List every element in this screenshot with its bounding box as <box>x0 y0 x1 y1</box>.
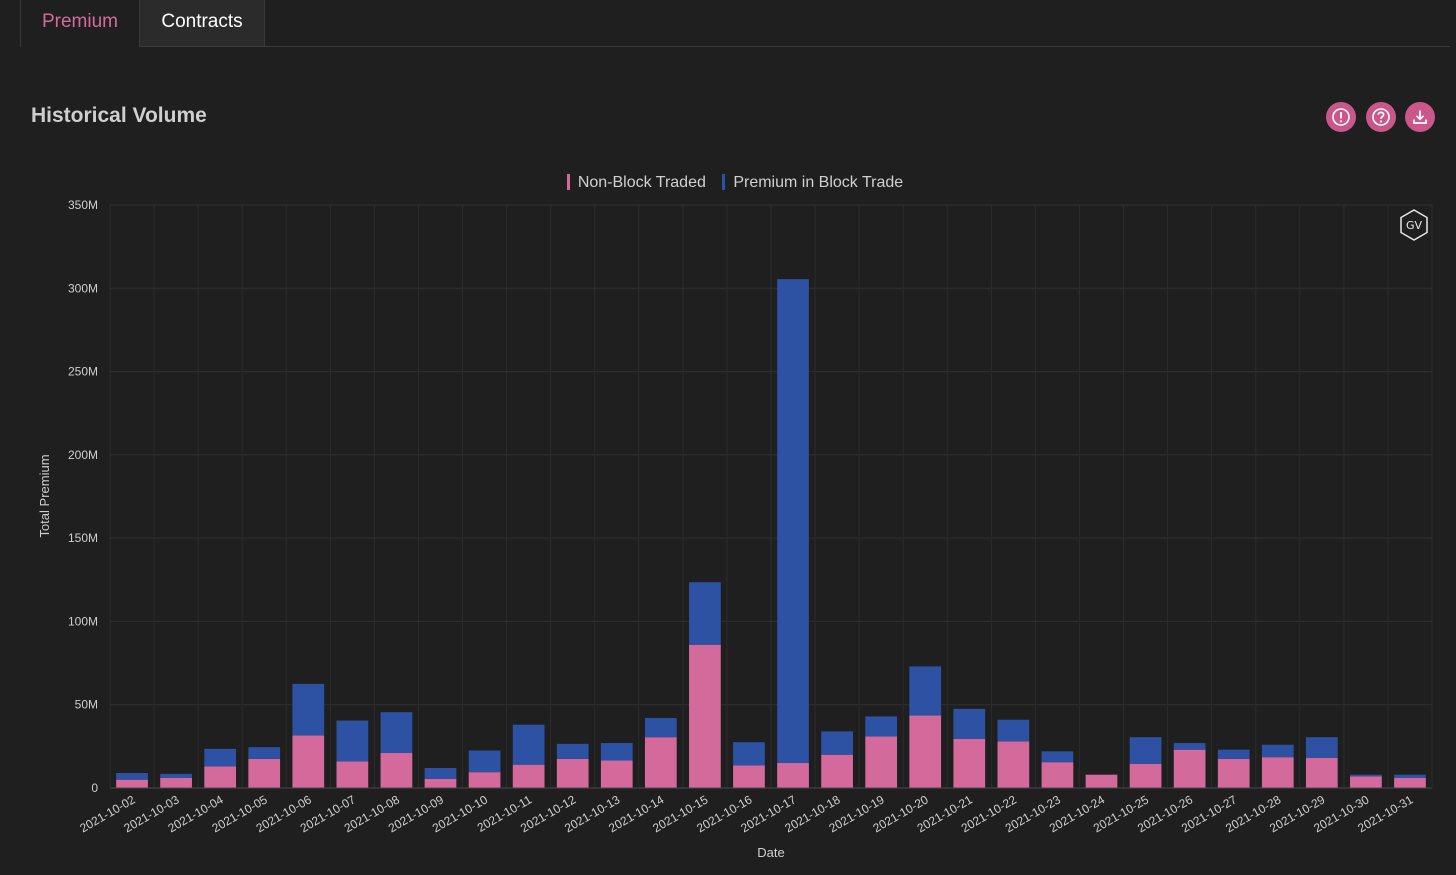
bar-block-trade[interactable] <box>556 743 589 759</box>
legend-item-non-block[interactable]: Non-Block Traded <box>566 174 706 192</box>
tab-premium[interactable]: Premium <box>20 0 140 47</box>
y-tick-label: 250M <box>68 365 98 379</box>
y-tick-label: 200M <box>68 448 98 462</box>
y-tick-label: 350M <box>68 198 98 212</box>
chart-bars <box>116 279 1426 788</box>
bar-non-block[interactable] <box>512 764 545 788</box>
bar-non-block[interactable] <box>556 758 589 788</box>
bar-non-block[interactable] <box>600 760 633 788</box>
download-button[interactable] <box>1405 102 1435 132</box>
bar-block-trade[interactable] <box>600 743 633 761</box>
bar-non-block[interactable] <box>865 736 898 788</box>
chart-legend: Non-Block Traded Premium in Block Trade <box>0 174 1456 192</box>
bar-block-trade[interactable] <box>1129 737 1162 764</box>
gv-logo-icon: GV <box>1400 209 1428 241</box>
bar-non-block[interactable] <box>424 778 457 788</box>
bar-non-block[interactable] <box>248 758 281 788</box>
y-tick-label: 100M <box>68 614 98 628</box>
bar-block-trade[interactable] <box>865 716 898 737</box>
bar-block-trade[interactable] <box>512 724 545 765</box>
bar-block-trade[interactable] <box>160 773 192 779</box>
bar-non-block[interactable] <box>733 765 765 788</box>
bar-block-trade[interactable] <box>1350 774 1382 777</box>
bar-block-trade[interactable] <box>953 708 986 739</box>
bar-non-block[interactable] <box>204 766 237 788</box>
bar-block-trade[interactable] <box>424 768 457 779</box>
bar-non-block[interactable] <box>380 753 413 788</box>
bar-block-trade[interactable] <box>468 750 501 773</box>
bar-block-trade[interactable] <box>248 747 281 759</box>
help-button[interactable] <box>1366 102 1396 132</box>
bar-block-trade[interactable] <box>909 666 942 716</box>
section-title: Historical Volume <box>31 104 207 127</box>
bar-non-block[interactable] <box>1041 762 1074 788</box>
y-tick-label: 50M <box>75 698 98 712</box>
bar-block-trade[interactable] <box>821 731 853 755</box>
bar-non-block[interactable] <box>1085 774 1118 788</box>
bar-non-block[interactable] <box>909 715 942 788</box>
x-axis-label: Date <box>757 845 784 860</box>
bar-block-trade[interactable] <box>292 683 325 736</box>
bar-block-trade[interactable] <box>1173 743 1206 750</box>
bar-block-trade[interactable] <box>336 720 369 762</box>
bar-non-block[interactable] <box>292 735 325 788</box>
alert-button[interactable] <box>1326 102 1356 132</box>
y-tick-label: 150M <box>68 531 98 545</box>
bar-non-block[interactable] <box>644 737 677 788</box>
bar-non-block[interactable] <box>821 754 853 788</box>
bar-block-trade[interactable] <box>1305 737 1338 759</box>
bar-block-trade[interactable] <box>1394 774 1426 779</box>
bar-non-block[interactable] <box>1350 776 1382 788</box>
bar-non-block[interactable] <box>1129 763 1162 788</box>
y-axis-label: Total Premium <box>37 454 52 537</box>
tab-bar: Premium Contracts <box>20 0 1450 47</box>
legend-label-block-trade: Premium in Block Trade <box>733 174 904 191</box>
bar-non-block[interactable] <box>160 778 192 788</box>
legend-item-block-trade[interactable]: Premium in Block Trade <box>722 174 903 192</box>
bar-non-block[interactable] <box>997 741 1030 788</box>
alert-icon <box>1332 108 1350 126</box>
bar-non-block[interactable] <box>777 763 809 788</box>
svg-text:GV: GV <box>1406 219 1423 232</box>
bar-block-trade[interactable] <box>733 742 765 766</box>
bar-block-trade[interactable] <box>1041 751 1074 763</box>
download-icon <box>1413 110 1427 124</box>
help-icon <box>1372 108 1390 126</box>
legend-swatch-block-trade <box>722 174 726 190</box>
bar-block-trade[interactable] <box>1217 749 1250 759</box>
bar-non-block[interactable] <box>1173 749 1206 788</box>
bar-non-block[interactable] <box>1217 758 1250 788</box>
legend-swatch-non-block <box>566 174 570 190</box>
bar-block-trade[interactable] <box>689 582 721 645</box>
bar-block-trade[interactable] <box>116 773 148 780</box>
bar-non-block[interactable] <box>1305 758 1338 788</box>
tab-contracts[interactable]: Contracts <box>140 0 265 46</box>
bar-block-trade[interactable] <box>1261 744 1294 758</box>
bar-block-trade[interactable] <box>644 718 677 738</box>
y-tick-label: 0 <box>91 781 98 795</box>
bar-non-block[interactable] <box>116 779 148 788</box>
bar-non-block[interactable] <box>1261 757 1294 788</box>
bar-non-block[interactable] <box>953 738 986 788</box>
bar-block-trade[interactable] <box>777 279 809 764</box>
bar-block-trade[interactable] <box>997 719 1030 742</box>
y-tick-label: 300M <box>68 281 98 295</box>
legend-label-non-block: Non-Block Traded <box>577 174 706 191</box>
chart-axes: 050M100M150M200M250M300M350M2021-10-0220… <box>68 198 1432 835</box>
bar-non-block[interactable] <box>468 772 501 788</box>
bar-non-block[interactable] <box>689 644 721 788</box>
bar-block-trade[interactable] <box>204 748 237 767</box>
bar-non-block[interactable] <box>1394 778 1426 788</box>
bar-block-trade[interactable] <box>380 712 413 754</box>
bar-non-block[interactable] <box>336 761 369 788</box>
